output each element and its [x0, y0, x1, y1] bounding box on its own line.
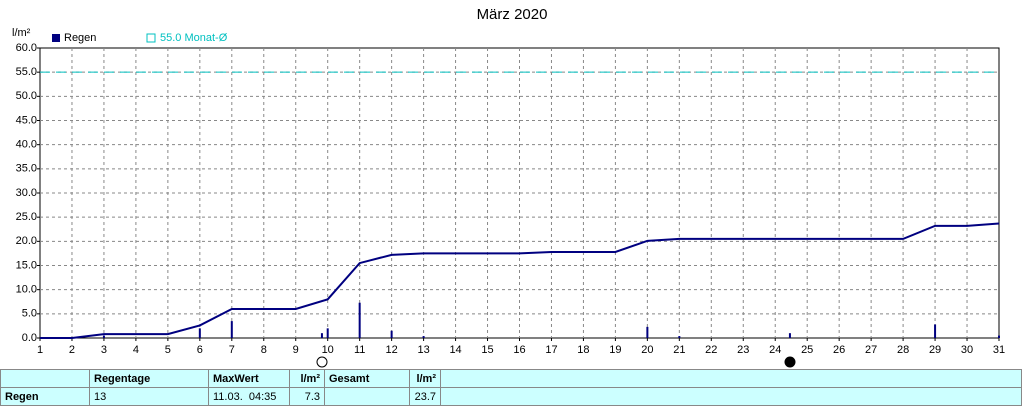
bar: [678, 336, 681, 338]
x-tick-label: 30: [961, 344, 973, 356]
x-tick-label: 4: [133, 344, 139, 356]
cumulative-line: [40, 222, 1000, 339]
x-tick-label: 25: [801, 344, 813, 356]
legend-swatch: [146, 33, 156, 43]
header: Gesamt: [324, 369, 410, 388]
x-tick-label: 29: [929, 344, 941, 356]
y-tick-label: 25.0: [16, 211, 37, 223]
x-tick-label: 21: [673, 344, 685, 356]
cell: 13: [89, 387, 209, 406]
cell: [324, 387, 410, 406]
x-tick-label: 2: [69, 344, 75, 356]
y-tick-label: 60.0: [16, 42, 37, 54]
bar: [646, 326, 649, 338]
x-tick-label: 15: [481, 344, 493, 356]
x-tick-label: 19: [609, 344, 621, 356]
x-tick-label: 7: [229, 344, 235, 356]
y-tick-label: 20.0: [16, 235, 37, 247]
x-tick-label: 11: [354, 344, 365, 356]
x-tick-label: 24: [769, 344, 781, 356]
bar: [230, 321, 233, 338]
y-unit: l/m²: [12, 27, 31, 39]
x-tick-label: 14: [449, 344, 461, 356]
y-tick-label: 40.0: [16, 139, 37, 151]
cell: 23.7: [409, 387, 441, 406]
y-tick-label: 45.0: [16, 114, 37, 126]
cell: 7.3: [289, 387, 325, 406]
header: l/m²: [409, 369, 441, 388]
y-tick-label: 50.0: [16, 90, 37, 102]
y-tick-label: 10.0: [16, 284, 37, 296]
y-tick-label: 35.0: [16, 163, 37, 175]
chart: März 2020 l/m² 0.0 5.0 10.0 15.0 20.0 25.0 30.…: [12, 6, 1005, 368]
y-tick-label: 30.0: [16, 187, 37, 199]
cell: [0, 369, 90, 388]
y-tick-label: 55.0: [16, 66, 37, 78]
x-tick-label: 16: [513, 344, 525, 356]
bar: [102, 335, 105, 338]
x-tick-label: 27: [865, 344, 877, 356]
bar: [198, 328, 201, 338]
y-tick-label: 15.0: [16, 259, 37, 271]
legend-label: Regen: [64, 32, 96, 44]
x-tick-label: 20: [641, 344, 653, 356]
header: l/m²: [289, 369, 325, 388]
summary-table: Regentage MaxWert l/m² Gesamt l/m² Regen…: [0, 369, 1022, 406]
cell: [440, 387, 1022, 406]
legend-label: 55.0 Monat-Ø: [160, 32, 228, 44]
x-tick-label: 22: [705, 344, 717, 356]
header: Regentage: [89, 369, 209, 388]
bar: [320, 333, 323, 338]
x-tick-label: 23: [737, 344, 749, 356]
row-label: Regen: [0, 387, 90, 406]
x-tick-label: 10: [322, 344, 334, 356]
x-tick-label: 3: [101, 344, 107, 356]
bar: [788, 333, 791, 338]
x-tick-label: 12: [386, 344, 398, 356]
bar: [358, 302, 361, 338]
x-tick-label: 8: [261, 344, 267, 356]
chart-title: März 2020: [477, 6, 548, 23]
x-tick-label: 5: [165, 344, 171, 356]
x-tick-label: 17: [545, 344, 557, 356]
bar: [390, 330, 393, 338]
bar: [422, 336, 425, 338]
header: MaxWert: [208, 369, 290, 388]
cell: [440, 369, 1022, 388]
y-tick-label: 5.0: [22, 308, 37, 320]
x-tick-label: 26: [833, 344, 845, 356]
legend-swatch: [52, 34, 60, 42]
x-tick-label: 18: [577, 344, 589, 356]
x-tick-label: 6: [197, 344, 203, 356]
y-tick-label: 0.0: [22, 332, 37, 344]
bar: [998, 335, 1000, 338]
x-tick-label: 31: [993, 344, 1005, 356]
bar: [326, 328, 329, 338]
cell: 11.03. 04:35: [208, 387, 290, 406]
moon-icon: [784, 356, 796, 368]
x-tick-label: 28: [897, 344, 909, 356]
moon-icon: [316, 356, 328, 368]
x-tick-label: 9: [293, 344, 299, 356]
x-tick-label: 1: [37, 344, 43, 356]
x-tick-label: 13: [417, 344, 429, 356]
bar: [934, 324, 937, 338]
